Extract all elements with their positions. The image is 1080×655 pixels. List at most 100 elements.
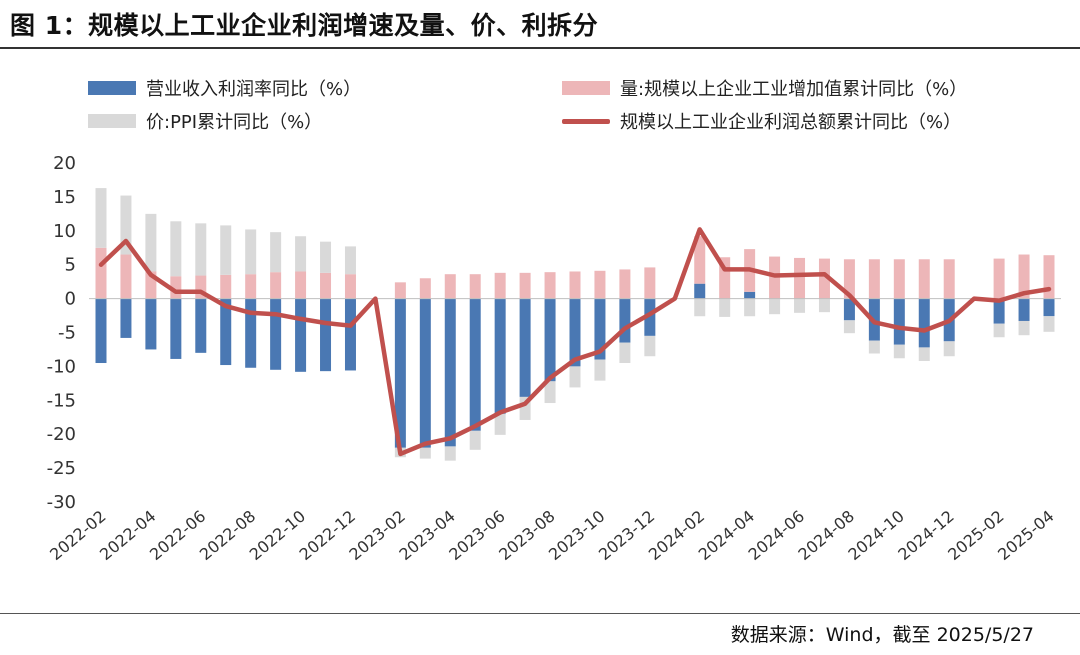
y-tick-label: -10 — [47, 356, 76, 377]
bar-margin-2024-04 — [744, 291, 756, 299]
bar-ppi-2022-09 — [270, 232, 282, 273]
y-tick-label: -5 — [58, 323, 76, 344]
bar-volume-2024-07 — [818, 258, 830, 299]
bar-margin-2022-09 — [270, 298, 282, 370]
bar-margin-2023-06 — [494, 298, 506, 414]
bar-margin-2022-07 — [220, 298, 232, 366]
bar-margin-2024-02 — [694, 283, 706, 299]
bar-margin-2025-04 — [1043, 298, 1055, 317]
bar-ppi-2022-11 — [320, 241, 332, 273]
bar-ppi-2023-10 — [594, 359, 606, 381]
y-tick-label: 15 — [53, 187, 76, 208]
bar-margin-2023-05 — [469, 298, 481, 431]
top-divider — [0, 47, 1080, 49]
bar-ppi-2024-02 — [694, 298, 706, 317]
bar-margin-2023-08 — [544, 298, 556, 382]
bar-margin-2022-06 — [195, 298, 207, 353]
legend-swatch-profit — [562, 118, 610, 124]
bar-volume-2023-10 — [594, 270, 606, 299]
bar-margin-2023-02 — [394, 298, 406, 448]
bar-ppi-2025-03 — [1018, 320, 1030, 336]
bar-margin-2023-04 — [444, 298, 456, 447]
bar-ppi-2022-07 — [220, 225, 232, 275]
bar-margin-2023-11 — [619, 298, 631, 343]
legend-label-profit: 规模以上工业企业利润总额累计同比（%） — [620, 112, 962, 133]
bar-volume-2022-03 — [120, 254, 132, 299]
bar-volume-2022-04 — [145, 271, 157, 299]
legend-label-volume: 量:规模以上企业工业增加值累计同比（%） — [620, 79, 968, 100]
bar-margin-2022-12 — [344, 298, 356, 371]
legend-swatch-margin — [88, 81, 136, 95]
bar-volume-2024-11 — [918, 259, 930, 299]
bar-volume-2023-02 — [394, 282, 406, 299]
bar-ppi-2023-07 — [519, 396, 531, 420]
legend-swatch-volume — [562, 81, 610, 95]
legend-item-ppi: 价:PPI累计同比（%） — [88, 108, 322, 134]
bar-volume-2024-10 — [893, 259, 905, 299]
bar-volume-2022-08 — [245, 274, 257, 299]
y-tick-label: 20 — [53, 153, 76, 174]
x-tick-label: 2025-04 — [994, 507, 1057, 565]
bar-ppi-2024-09 — [868, 340, 880, 354]
y-tick-label: -25 — [47, 458, 76, 479]
bar-volume-2025-03 — [1018, 254, 1030, 299]
bar-volume-2025-02 — [993, 258, 1005, 299]
bar-volume-2022-10 — [295, 271, 307, 299]
bar-ppi-2023-06 — [494, 413, 506, 435]
line-layer — [98, 227, 1052, 457]
legend-label-margin: 营业收入利润率同比（%） — [146, 79, 362, 100]
y-ticks-layer: 20 15 10 5 0 -5 -10 -15 -20 -25 -30 — [47, 153, 76, 513]
bar-margin-2024-11 — [918, 298, 930, 348]
source-note: 数据来源：Wind，截至 2025/5/27 — [730, 624, 1034, 646]
bar-volume-2022-12 — [344, 274, 356, 299]
bar-volume-2023-09 — [569, 271, 581, 299]
y-tick-label: 0 — [65, 289, 76, 310]
bar-ppi-2024-04 — [744, 298, 756, 317]
bar-ppi-2022-12 — [344, 246, 356, 275]
bar-volume-2025-04 — [1043, 255, 1055, 299]
bar-ppi-2023-04 — [444, 446, 456, 461]
y-tick-label: 5 — [65, 255, 76, 276]
bar-margin-2025-03 — [1018, 298, 1030, 321]
bar-ppi-2024-10 — [893, 344, 905, 359]
bar-volume-2023-12 — [644, 267, 656, 299]
bar-ppi-2022-06 — [195, 223, 207, 276]
bar-ppi-2022-03 — [120, 195, 132, 255]
bar-ppi-2025-02 — [993, 323, 1005, 338]
bar-margin-2022-04 — [145, 298, 157, 350]
bar-volume-2023-08 — [544, 272, 556, 299]
bar-volume-2022-07 — [220, 274, 232, 299]
bars-layer — [95, 188, 1055, 461]
bar-ppi-2024-12 — [943, 341, 955, 357]
bar-volume-2022-02 — [95, 247, 107, 299]
bar-volume-2023-03 — [419, 278, 431, 299]
bar-volume-2024-06 — [794, 257, 806, 299]
bar-ppi-2022-04 — [145, 213, 157, 272]
profit-line-series — [98, 227, 1052, 457]
y-tick-label: -30 — [47, 492, 76, 513]
bar-margin-2022-02 — [95, 298, 107, 364]
bar-margin-2023-03 — [419, 298, 431, 448]
bar-volume-2023-04 — [444, 274, 456, 299]
bar-ppi-2024-06 — [794, 298, 806, 313]
bar-volume-2022-09 — [270, 272, 282, 299]
bar-volume-2024-12 — [943, 259, 955, 299]
bar-volume-2023-11 — [619, 269, 631, 299]
bar-volume-2023-06 — [494, 272, 506, 299]
bar-margin-2023-12 — [644, 298, 656, 336]
bar-margin-2022-05 — [170, 298, 182, 359]
bar-ppi-2024-08 — [843, 320, 855, 334]
bar-ppi-2022-10 — [295, 236, 307, 272]
bar-volume-2024-02 — [694, 236, 706, 284]
bar-volume-2024-09 — [868, 259, 880, 299]
bottom-divider — [0, 613, 1080, 614]
bar-volume-2023-07 — [519, 272, 531, 299]
bar-volume-2023-05 — [469, 274, 481, 299]
bar-margin-2024-08 — [843, 298, 855, 321]
y-tick-label: -20 — [47, 424, 76, 445]
bar-margin-2024-10 — [893, 298, 905, 345]
bar-margin-2022-08 — [245, 298, 257, 368]
bar-ppi-2022-02 — [95, 188, 107, 248]
bar-ppi-2024-07 — [818, 298, 830, 313]
y-tick-label: -15 — [47, 390, 76, 411]
